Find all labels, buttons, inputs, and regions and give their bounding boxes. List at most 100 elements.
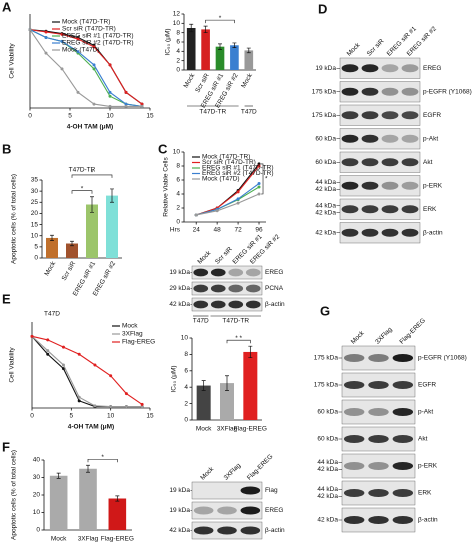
protein-label: p-EGFR (Y1068): [423, 88, 472, 95]
data-point: [124, 392, 128, 396]
y-tick-label: 12: [173, 11, 181, 18]
blot-band: [361, 134, 379, 143]
legend-label: Scr siR (T47D-TR): [202, 159, 256, 166]
significance-mark: *: [91, 170, 94, 177]
blot-band: [381, 228, 399, 237]
x-tick-label: 10: [106, 113, 114, 120]
legend-label: Mock (T47D): [202, 176, 240, 183]
blot-band: [343, 381, 365, 389]
x-tick-label: 96: [255, 227, 263, 234]
kda-label: 60 kDa: [317, 409, 338, 416]
error-bar: [232, 42, 237, 48]
x-tick-label: Mock: [43, 260, 57, 278]
legend-label: 3XFlag: [122, 331, 143, 338]
blot-band: [228, 268, 244, 277]
kda-label: 44 kDa: [317, 459, 338, 466]
group-label: T47D-TR: [222, 318, 249, 325]
y-tick-label: 0: [36, 527, 40, 534]
y-tick-label: 0: [176, 219, 180, 226]
protein-label: EGFR: [423, 112, 441, 119]
legend-label: Scr siR (T47D-TR): [62, 26, 116, 33]
kda-label: 44 kDa: [317, 486, 338, 493]
blot-band: [392, 489, 414, 497]
panel-letter: E: [2, 291, 11, 306]
bar: [243, 351, 258, 420]
significance-bracket: [261, 163, 264, 195]
kda-label: 60 kDa: [317, 436, 338, 443]
blot-band: [343, 516, 365, 524]
legend-label: EREG siR #2 (T47D-TR): [202, 170, 274, 177]
blot-band: [368, 354, 389, 362]
x-tick-label: 10: [107, 413, 115, 420]
data-point: [92, 67, 96, 71]
error-bar: [90, 196, 94, 213]
lane-label: Scr siR: [366, 38, 386, 58]
kda-label: 19 kDa: [315, 65, 336, 72]
kda-label: 42 kDa: [317, 493, 338, 500]
lane-label: Flag-EREG: [399, 317, 427, 345]
kda-label: 175 kDa: [314, 355, 339, 362]
significance-mark: *: [81, 185, 84, 192]
kda-label: 19 kDa: [169, 507, 190, 514]
series-line: [196, 183, 260, 216]
kda-label: 175 kDa: [312, 112, 337, 119]
data-point: [44, 36, 48, 39]
data-point: [257, 162, 261, 166]
protein-label: Flag: [265, 487, 278, 494]
y-tick-label: 2: [176, 205, 180, 212]
data-point: [124, 104, 128, 108]
kda-label: 60 kDa: [315, 159, 336, 166]
blot-band: [368, 408, 389, 416]
blot-band: [381, 87, 399, 96]
y-tick-label: 6: [176, 39, 180, 46]
series-line: [29, 29, 143, 105]
protein-label: PCNA: [265, 285, 284, 292]
y-axis-label: Relative Viable Cells: [163, 157, 170, 217]
blot-band: [217, 506, 237, 515]
blot-band: [392, 354, 414, 362]
blot-band: [368, 516, 389, 524]
blot-band: [341, 64, 359, 73]
blot-band: [341, 205, 359, 214]
y-tick-label: 25: [31, 199, 39, 206]
protein-label: β-actin: [265, 301, 285, 308]
blot-band: [361, 64, 379, 73]
protein-label: EREG: [265, 507, 283, 514]
y-tick-label: 4: [176, 191, 180, 198]
error-bar: [201, 380, 206, 391]
bar: [230, 45, 239, 70]
x-axis-label: 4-OH TAM (μM): [68, 424, 114, 431]
blot-band: [228, 284, 244, 293]
blot-band: [392, 381, 414, 389]
lane-label: 3XFlag: [374, 326, 394, 346]
data-point: [76, 90, 80, 94]
data-point: [61, 363, 65, 367]
bar: [201, 29, 210, 70]
error-bar: [86, 464, 90, 473]
protein-label: Akt: [423, 159, 433, 166]
y-tick-label: 0: [34, 255, 38, 262]
bar: [186, 28, 196, 70]
blot-band: [210, 284, 226, 293]
blot-band: [368, 489, 389, 497]
data-point: [140, 102, 144, 106]
data-point: [257, 192, 261, 196]
data-point: [194, 213, 198, 217]
series-line: [31, 335, 143, 405]
group-label: T47D: [241, 109, 257, 116]
panel-letter: G: [320, 303, 330, 318]
y-tick-label: 10: [33, 509, 41, 516]
data-point: [61, 345, 65, 349]
data-point: [109, 405, 113, 409]
blot-band: [343, 489, 365, 497]
x-tick-label: 5: [70, 413, 74, 420]
data-point: [77, 352, 81, 356]
y-tick-label: 15: [31, 221, 39, 228]
x-tick-label: Mock: [51, 536, 67, 543]
series-line: [29, 29, 143, 107]
blot-strip: [339, 198, 421, 220]
blot-band: [392, 516, 414, 524]
protein-label: EREG: [265, 269, 283, 276]
blot-band: [341, 111, 359, 120]
